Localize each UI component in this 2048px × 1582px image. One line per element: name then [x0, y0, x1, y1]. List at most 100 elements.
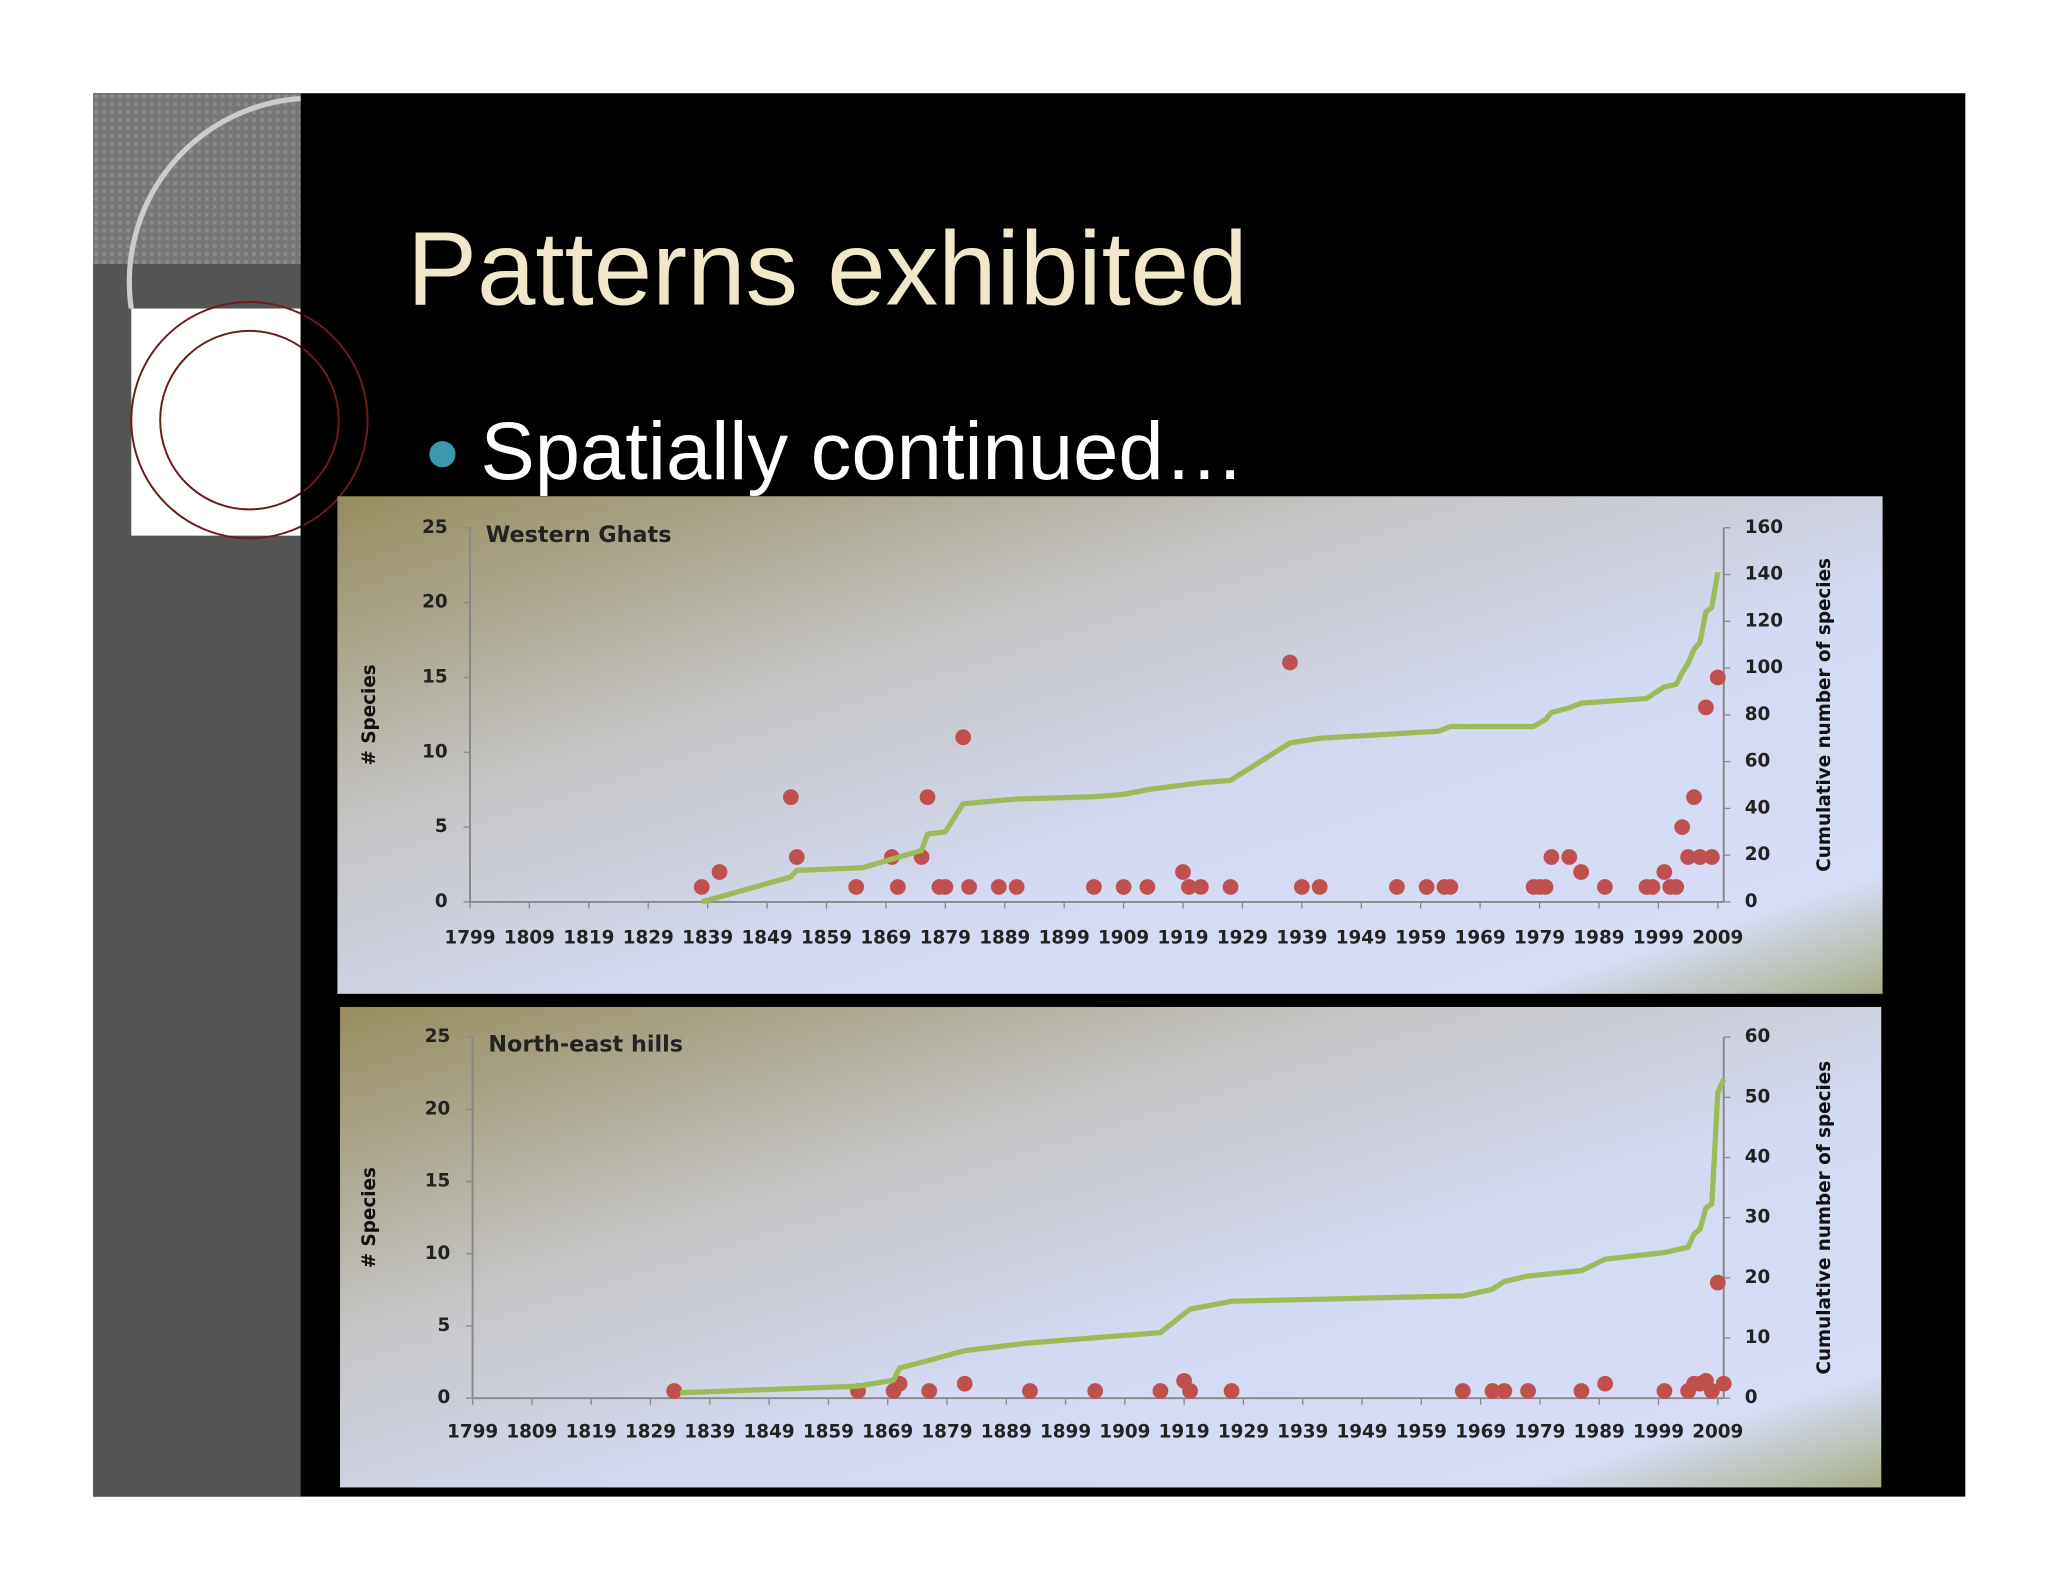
- y2-tick-label: 60: [1745, 751, 1771, 772]
- species-dot: [1311, 879, 1328, 895]
- species-dot: [1087, 1383, 1104, 1399]
- species-dot: [1282, 654, 1298, 671]
- y-tick-label: 25: [422, 517, 448, 538]
- species-dot: [1115, 879, 1132, 895]
- species-dot: [1656, 1383, 1673, 1399]
- species-dot: [1442, 879, 1459, 895]
- x-tick-label: 2009: [1692, 928, 1743, 949]
- species-dot: [1561, 849, 1578, 865]
- y-axis-label: # Species: [359, 1167, 380, 1268]
- species-dot: [1181, 879, 1197, 895]
- species-dot: [956, 1375, 973, 1392]
- x-tick-label: 2009: [1692, 1421, 1743, 1442]
- species-dot: [1008, 879, 1025, 895]
- y-tick-label: 25: [425, 1026, 451, 1047]
- species-dot: [711, 864, 728, 880]
- species-dot: [1418, 879, 1435, 895]
- species-dot: [919, 789, 936, 806]
- species-dot: [955, 729, 972, 746]
- x-tick-label: 1959: [1396, 1421, 1447, 1442]
- charts: 1799 1809 1819 1829 1839 1849 1859 1869 1879 1889…: [337, 496, 1883, 1488]
- species-dot: [1484, 1383, 1501, 1399]
- x-tick-label: 1929: [1218, 1421, 1269, 1442]
- y2-tick-label: 0: [1745, 1387, 1758, 1408]
- plot-background: [337, 496, 1883, 994]
- y-tick-label: 15: [425, 1171, 451, 1192]
- y2-tick-label: 80: [1745, 704, 1771, 725]
- species-dot: [1698, 699, 1714, 716]
- slide-title: Patterns exhibited: [407, 211, 1248, 328]
- x-tick-label: 1799: [444, 928, 495, 949]
- y2-axis-label: Cumulative number of species: [1814, 1061, 1835, 1375]
- species-dot: [1703, 849, 1720, 865]
- x-tick-label: 1859: [801, 928, 852, 949]
- species-dot: [1086, 879, 1102, 895]
- species-dot: [1182, 1383, 1198, 1399]
- x-tick-label: 1919: [1159, 1421, 1210, 1442]
- y2-tick-label: 20: [1745, 844, 1771, 865]
- bullet-dot: [429, 441, 456, 468]
- y2-tick-label: 50: [1745, 1086, 1771, 1107]
- species-dot: [1686, 789, 1702, 806]
- x-tick-label: 1869: [860, 928, 911, 949]
- y-tick-label: 5: [435, 816, 448, 837]
- x-tick-label: 1899: [1039, 928, 1090, 949]
- x-tick-label: 1839: [684, 1421, 735, 1442]
- species-dot: [1668, 879, 1685, 895]
- x-tick-label: 1979: [1514, 928, 1565, 949]
- species-dot: [693, 879, 710, 895]
- species-dot: [1520, 1383, 1536, 1399]
- plot-background: [340, 1006, 1882, 1488]
- circle: [130, 300, 369, 540]
- x-tick-label: 1879: [921, 1421, 972, 1442]
- cumulative-line: [680, 1078, 1727, 1396]
- x-tick-label: 1979: [1514, 1421, 1565, 1442]
- y2-tick-label: 30: [1745, 1207, 1771, 1228]
- x-tick-label: 1809: [504, 928, 555, 949]
- y2-tick-label: 10: [1745, 1327, 1771, 1348]
- species-dot: [1222, 879, 1239, 895]
- chart-title: Western Ghats: [486, 522, 672, 548]
- species-dot: [782, 789, 799, 806]
- y-tick-label: 0: [438, 1387, 451, 1408]
- x-tick-label: 1909: [1099, 1421, 1150, 1442]
- chart-title: North-east hills: [488, 1032, 683, 1058]
- species-dot: [1709, 669, 1726, 686]
- species-dot: [1597, 879, 1613, 895]
- arc: [126, 95, 301, 309]
- species-dot: [1703, 1383, 1720, 1399]
- species-dot: [1454, 1383, 1471, 1399]
- species-dot: [1573, 1383, 1590, 1399]
- x-tick-label: 1899: [1040, 1421, 1091, 1442]
- species-dot: [1692, 849, 1708, 865]
- x-tick-label: 1999: [1633, 928, 1684, 949]
- x-tick-label: 1989: [1574, 1421, 1625, 1442]
- x-tick-label: 1829: [625, 1421, 676, 1442]
- species-dot: [1656, 864, 1673, 880]
- species-dot: [1543, 849, 1560, 865]
- y2-tick-label: 60: [1745, 1026, 1771, 1047]
- y2-tick-label: 0: [1745, 891, 1758, 912]
- x-tick-label: 1909: [1098, 928, 1149, 949]
- x-tick-label: 1889: [981, 1421, 1032, 1442]
- species-dot: [1597, 1375, 1614, 1392]
- x-tick-label: 1809: [506, 1421, 557, 1442]
- species-dot: [1175, 864, 1191, 880]
- species-dot: [1537, 879, 1554, 895]
- x-tick-label: 1829: [623, 928, 674, 949]
- species-dot: [1152, 1383, 1169, 1399]
- species-dot: [1709, 1274, 1726, 1291]
- x-tick-label: 1969: [1455, 1421, 1506, 1442]
- species-dot: [990, 879, 1007, 895]
- species-dot: [1674, 819, 1691, 835]
- x-tick-label: 1989: [1573, 928, 1624, 949]
- y2-tick-label: 120: [1745, 610, 1783, 631]
- x-tick-label: 1969: [1455, 928, 1506, 949]
- species-dot: [1680, 849, 1696, 865]
- y2-tick-label: 160: [1745, 517, 1783, 538]
- x-tick-label: 1919: [1157, 928, 1208, 949]
- x-tick-label: 1879: [920, 928, 971, 949]
- y2-tick-label: 20: [1745, 1267, 1771, 1288]
- y2-axis-label: Cumulative number of species: [1814, 558, 1835, 872]
- species-dot: [1496, 1383, 1513, 1399]
